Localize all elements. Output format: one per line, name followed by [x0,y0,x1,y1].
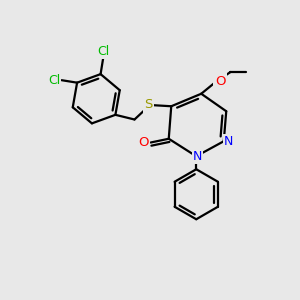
Text: Cl: Cl [48,74,60,87]
Text: O: O [215,75,225,88]
Text: S: S [145,98,153,112]
Text: Cl: Cl [98,45,110,58]
Text: O: O [139,136,149,149]
Text: N: N [224,135,233,148]
Text: N: N [193,150,202,163]
